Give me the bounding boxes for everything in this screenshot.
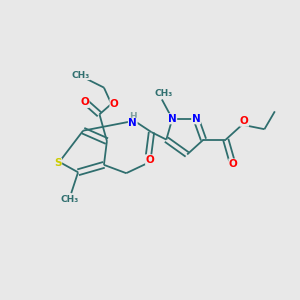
Text: S: S — [54, 158, 62, 168]
Text: O: O — [229, 159, 238, 169]
Text: O: O — [240, 116, 249, 126]
Text: O: O — [110, 99, 119, 109]
Text: CH₃: CH₃ — [61, 195, 79, 204]
Text: O: O — [146, 155, 154, 165]
Text: O: O — [80, 98, 89, 107]
Text: N: N — [192, 114, 200, 124]
Text: CH₃: CH₃ — [72, 70, 90, 80]
Text: H: H — [129, 112, 136, 121]
Text: N: N — [168, 114, 177, 124]
Text: CH₃: CH₃ — [154, 89, 172, 98]
Text: N: N — [128, 118, 137, 128]
